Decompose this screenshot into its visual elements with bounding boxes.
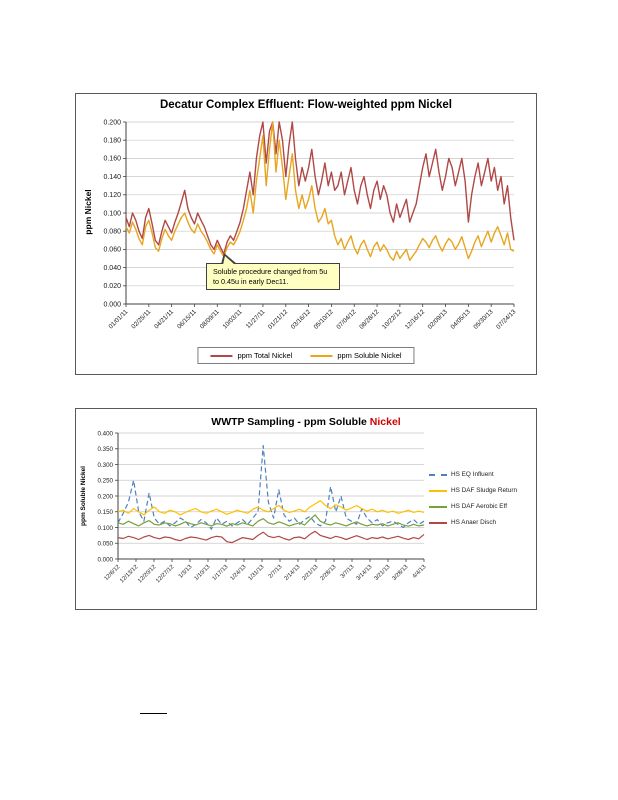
svg-text:2/28/13: 2/28/13 [319, 564, 337, 582]
svg-text:0.140: 0.140 [103, 174, 121, 181]
svg-text:08/28/12: 08/28/12 [358, 308, 381, 331]
soluble-nickel-line-swatch [310, 354, 333, 357]
svg-text:05/10/12: 05/10/12 [313, 308, 336, 331]
legend-item-anaer-disch: HS Anaer Disch [429, 519, 517, 526]
svg-text:08/09/11: 08/09/11 [199, 308, 221, 330]
legend-label-soluble-nickel: ppm Soluble Nickel [337, 351, 402, 360]
svg-text:0.060: 0.060 [103, 247, 121, 254]
eq-influent-line-swatch [429, 473, 447, 476]
wwtp-sampling-chart: ppm Soluble Nickel WWTP Sampling - ppm S… [75, 408, 537, 610]
svg-text:0.180: 0.180 [103, 138, 121, 145]
legend-label-total-nickel: ppm Total Nickel [237, 351, 293, 360]
svg-text:3/7/13: 3/7/13 [340, 564, 356, 580]
svg-text:0.160: 0.160 [103, 156, 121, 163]
anaer-disch-line-swatch [429, 521, 447, 524]
svg-text:0.350: 0.350 [98, 446, 114, 453]
svg-text:0.000: 0.000 [98, 556, 114, 563]
bottom-chart-legend: HS EQ Influent HS DAF Sludge Return HS D… [429, 471, 517, 526]
svg-text:07/24/13: 07/24/13 [495, 308, 518, 331]
daf-aerobic-eff-line-swatch [429, 505, 447, 508]
svg-text:0.020: 0.020 [103, 283, 121, 290]
svg-text:03/16/12: 03/16/12 [290, 308, 313, 331]
svg-text:0.200: 0.200 [98, 493, 114, 500]
svg-text:12/13/12: 12/13/12 [119, 564, 139, 584]
legend-item-daf-aerobic-eff: HS DAF Aerobic Eff [429, 503, 517, 510]
svg-text:0.100: 0.100 [98, 525, 114, 532]
svg-text:2/21/13: 2/21/13 [301, 564, 319, 582]
legend-label-anaer-disch: HS Anaer Disch [451, 519, 497, 526]
legend-item-soluble-nickel: ppm Soluble Nickel [310, 351, 402, 360]
svg-text:2/14/13: 2/14/13 [283, 564, 301, 582]
svg-text:0.200: 0.200 [103, 119, 121, 126]
svg-text:05/30/13: 05/30/13 [472, 308, 495, 331]
svg-text:3/14/13: 3/14/13 [355, 564, 373, 582]
svg-text:1/3/13: 1/3/13 [178, 564, 194, 580]
svg-text:12/20/12: 12/20/12 [137, 564, 157, 584]
svg-text:3/28/13: 3/28/13 [391, 564, 409, 582]
svg-text:01/21/12: 01/21/12 [267, 308, 290, 331]
svg-text:0.050: 0.050 [98, 541, 114, 548]
svg-text:0.300: 0.300 [98, 462, 114, 469]
svg-text:2/7/13: 2/7/13 [268, 564, 284, 580]
svg-text:07/04/12: 07/04/12 [335, 308, 358, 331]
svg-text:02/25/11: 02/25/11 [130, 308, 152, 330]
bottom-chart-title-red: Nickel [369, 416, 401, 428]
svg-text:0.150: 0.150 [98, 509, 114, 516]
total-nickel-line-swatch [210, 354, 233, 357]
svg-text:1/17/13: 1/17/13 [211, 564, 229, 582]
svg-text:0.250: 0.250 [98, 478, 114, 485]
legend-item-eq-influent: HS EQ Influent [429, 471, 517, 478]
svg-text:04/05/13: 04/05/13 [449, 308, 472, 331]
top-chart-legend: ppm Total Nickel ppm Soluble Nickel [197, 347, 415, 364]
svg-text:12/16/12: 12/16/12 [404, 308, 427, 331]
svg-text:01/01/11: 01/01/11 [107, 308, 129, 330]
svg-text:1/24/13: 1/24/13 [229, 564, 247, 582]
legend-item-daf-sludge-return: HS DAF Sludge Return [429, 487, 517, 494]
svg-text:0.120: 0.120 [103, 192, 121, 199]
svg-text:10/03/11: 10/03/11 [222, 308, 244, 330]
svg-text:11/27/11: 11/27/11 [245, 308, 267, 330]
bottom-chart-title: WWTP Sampling - ppm Soluble Nickel [76, 416, 536, 428]
svg-text:0.000: 0.000 [103, 301, 121, 308]
top-chart-title: Decatur Complex Effluent: Flow-weighted … [159, 99, 452, 111]
legend-label-daf-sludge-return: HS DAF Sludge Return [451, 487, 518, 494]
svg-text:12/27/12: 12/27/12 [155, 564, 175, 584]
svg-text:02/09/13: 02/09/13 [427, 308, 450, 331]
svg-text:1/31/13: 1/31/13 [247, 564, 265, 582]
legend-label-eq-influent: HS EQ Influent [451, 471, 494, 478]
svg-text:1/10/13: 1/10/13 [193, 564, 211, 582]
daf-sludge-return-line-swatch [429, 489, 447, 492]
svg-text:04/21/11: 04/21/11 [153, 308, 175, 330]
legend-item-total-nickel: ppm Total Nickel [210, 351, 292, 360]
svg-text:0.080: 0.080 [103, 229, 121, 236]
svg-text:4/4/13: 4/4/13 [412, 564, 428, 580]
effluent-nickel-chart: ppm Nickel Decatur Complex Effluent: Flo… [75, 93, 537, 375]
svg-text:0.040: 0.040 [103, 265, 121, 272]
bottom-chart-title-black: WWTP Sampling - ppm Soluble [211, 416, 370, 428]
top-chart-plot-area: 0.000 0.020 0.040 0.060 0.080 0.100 0.120 0.140… [103, 119, 518, 331]
svg-text:0.400: 0.400 [98, 430, 114, 437]
svg-text:0.100: 0.100 [103, 210, 121, 217]
svg-text:3/21/13: 3/21/13 [373, 564, 391, 582]
footnote-rule [140, 713, 167, 714]
procedure-change-callout: Soluble procedure changed from 5u to 0.4… [206, 252, 340, 291]
legend-label-daf-aerobic-eff: HS DAF Aerobic Eff [451, 503, 507, 510]
svg-text:06/15/11: 06/15/11 [176, 308, 198, 330]
svg-text:10/22/12: 10/22/12 [381, 308, 404, 331]
bottom-chart-plot-area: 0.000 0.050 0.100 0.150 0.200 0.250 0.300 0.350… [98, 430, 428, 584]
